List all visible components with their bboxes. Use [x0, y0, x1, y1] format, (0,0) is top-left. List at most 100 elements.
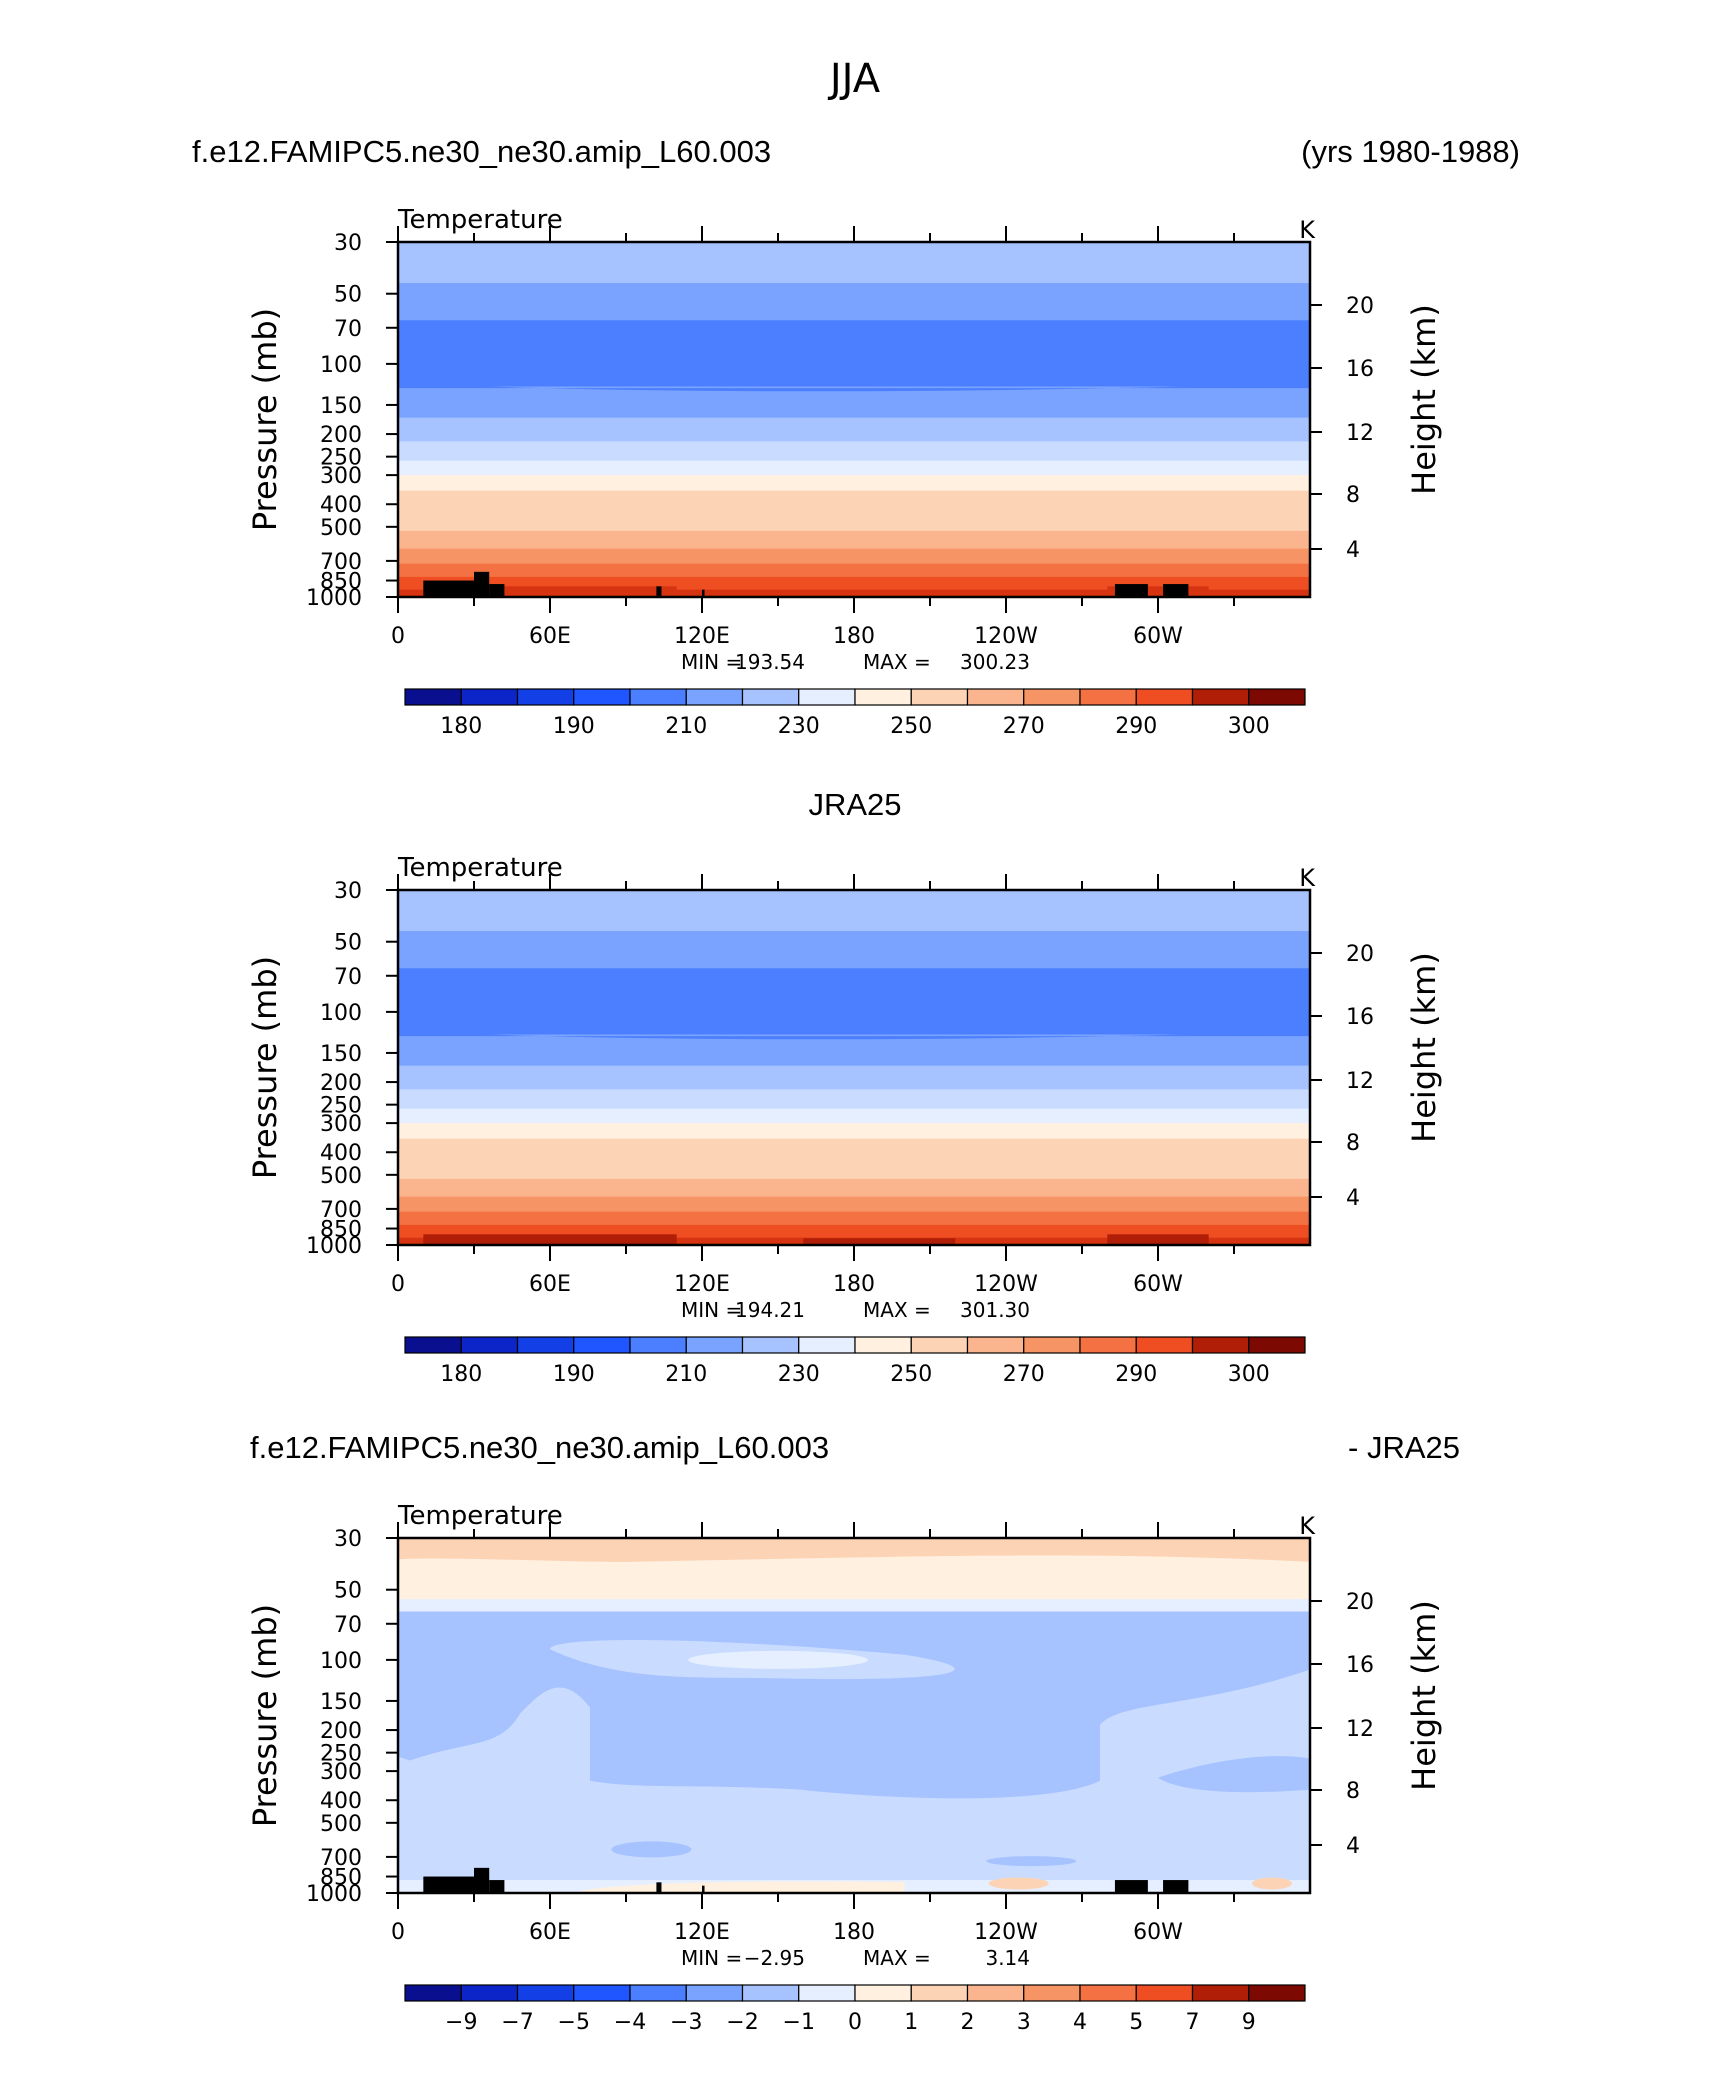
y-tick-label: 150	[320, 1042, 362, 1067]
contour-band	[398, 968, 1310, 1036]
diff-region	[611, 1841, 692, 1858]
colorbar-label: −3	[670, 2010, 702, 2035]
colorbar-label: 290	[1115, 1362, 1157, 1387]
colorbar-label: 190	[553, 714, 595, 739]
x-tick-label: 0	[391, 1920, 405, 1945]
colorbar-label: −7	[501, 2010, 533, 2035]
colorbar-label: 9	[1242, 2010, 1256, 2035]
colorbar-label: 4	[1073, 2010, 1087, 2035]
colorbar-box	[966, 1336, 1025, 1354]
y-tick-label: 70	[334, 1613, 362, 1638]
contour-band	[398, 460, 1310, 476]
colorbar-box	[460, 1984, 519, 2002]
diff-region	[1252, 1877, 1292, 1890]
colorbar-box	[966, 1984, 1025, 2002]
colorbar-box	[1248, 1984, 1306, 2002]
max-label: MAX =	[863, 650, 931, 674]
colorbar-label: 250	[890, 1362, 932, 1387]
topography-block	[1114, 584, 1148, 597]
contour-band	[398, 1178, 1310, 1198]
panel-difference-temperature: Temperature K0 60E 120E 180 120W 60W3050701001…	[246, 1501, 1443, 2035]
contour-band	[398, 1211, 1310, 1226]
colorbar-label: −4	[614, 2010, 646, 2035]
contour-band	[398, 242, 1310, 284]
topography-block	[656, 1882, 662, 1893]
y2-tick-label: 8	[1346, 483, 1360, 508]
colorbar-label: 270	[1003, 714, 1045, 739]
min-label: MIN =	[681, 1298, 742, 1322]
colorbar-box	[1023, 1984, 1081, 2002]
colorbar-label: 230	[778, 1362, 820, 1387]
y-tick-label: 30	[334, 879, 362, 904]
colorbar-box	[629, 1984, 687, 2002]
y-tick-label: 300	[320, 1760, 362, 1785]
max-label: MAX =	[863, 1298, 931, 1322]
x-tick-label: 60E	[529, 1272, 571, 1297]
contour-band	[398, 490, 1310, 517]
colorbar-label: −2	[726, 2010, 758, 2035]
y-tick-label: 70	[334, 965, 362, 990]
x-tick-label: 60E	[529, 624, 571, 649]
topography-block	[474, 571, 490, 597]
contour-band	[398, 475, 1310, 492]
panel3-diff-label: - JRA25	[1348, 1430, 1460, 1465]
y-tick-label: 850	[320, 1866, 362, 1891]
max-value: 3.14	[985, 1946, 1030, 1970]
y-tick-label: 100	[320, 1001, 362, 1026]
colorbar-label: 270	[1003, 1362, 1045, 1387]
y2-tick-label: 16	[1346, 1653, 1374, 1678]
y2-tick-label: 4	[1346, 1834, 1360, 1859]
colorbar-box	[1191, 688, 1250, 706]
colorbar-label: 5	[1129, 2010, 1143, 2035]
y-tick-label: 250	[320, 1094, 362, 1119]
contour-band	[398, 1034, 1310, 1067]
colorbar-box	[910, 688, 969, 706]
y-axis-label: Pressure (mb)	[246, 1604, 284, 1827]
colorbar-box	[798, 688, 856, 706]
figure-title: JJA	[827, 56, 881, 102]
colorbar-label: −9	[445, 2010, 477, 2035]
x-tick-label: 120E	[674, 624, 730, 649]
contour-band	[398, 1138, 1310, 1165]
y-tick-label: 400	[320, 1141, 362, 1166]
topography-block	[1163, 1880, 1189, 1893]
colorbar-box	[1191, 1984, 1250, 2002]
x-tick-label: 120W	[974, 624, 1038, 649]
colorbar-label: 180	[440, 714, 482, 739]
colorbar-box	[1135, 688, 1194, 706]
colorbar-box	[1135, 1336, 1194, 1354]
y-tick-label: 150	[320, 1690, 362, 1715]
y-tick-label: 250	[320, 446, 362, 471]
contour-band	[398, 1065, 1310, 1091]
colorbar-box	[629, 688, 687, 706]
colorbar-label: 1	[904, 2010, 918, 2035]
contour-band	[398, 320, 1310, 388]
colorbar-box	[404, 688, 462, 706]
topography-block	[656, 586, 662, 597]
contour-band	[803, 1238, 956, 1245]
colorbar-box	[404, 1984, 462, 2002]
x-tick-label: 180	[833, 1272, 875, 1297]
x-tick-label: 0	[391, 1272, 405, 1297]
contour-band	[398, 283, 1310, 322]
contour-band	[398, 1164, 1310, 1180]
colorbar-box	[573, 688, 631, 706]
y-tick-label: 200	[320, 423, 362, 448]
contour-band	[398, 441, 1310, 462]
y-tick-label: 200	[320, 1071, 362, 1096]
colorbar-box	[1079, 1336, 1137, 1354]
x-tick-label: 120W	[974, 1272, 1038, 1297]
colorbar-label: −1	[783, 2010, 815, 2035]
colorbar-box	[629, 1336, 687, 1354]
y-tick-label: 300	[320, 1112, 362, 1137]
y-tick-label: 50	[334, 931, 362, 956]
x-tick-label: 0	[391, 624, 405, 649]
x-tick-label: 180	[833, 624, 875, 649]
colorbar-box	[1023, 688, 1081, 706]
topography-block	[489, 584, 505, 597]
y-tick-label: 400	[320, 1789, 362, 1814]
units-label: K	[1299, 864, 1316, 892]
min-label: MIN =	[681, 1946, 742, 1970]
colorbar-label: 300	[1228, 1362, 1270, 1387]
y-tick-label: 700	[320, 1846, 362, 1871]
